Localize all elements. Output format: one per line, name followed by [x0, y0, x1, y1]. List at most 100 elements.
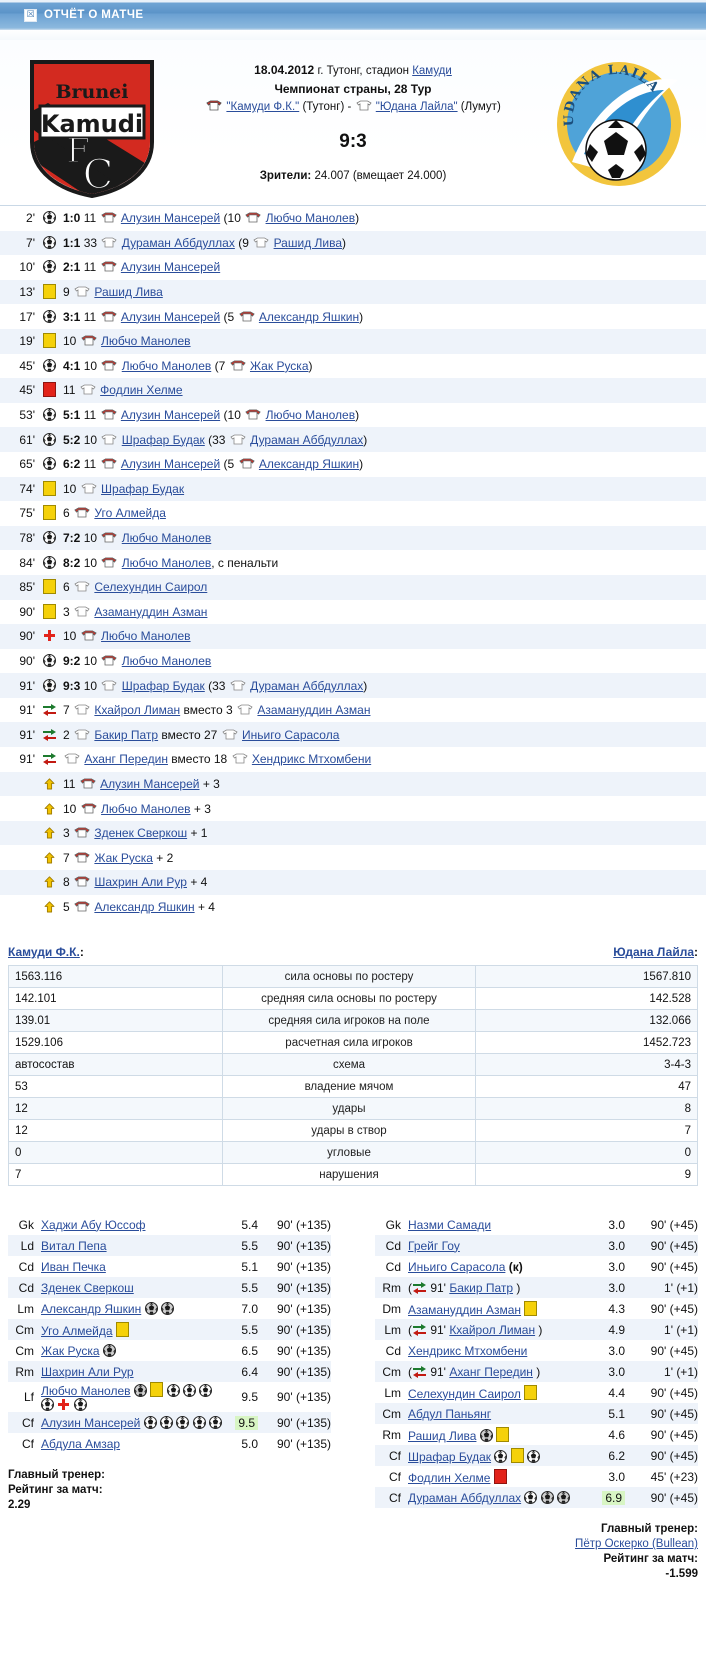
event-player-link[interactable]: Шрафар Будак — [101, 481, 185, 496]
player-link[interactable]: Алузин Мансерей — [41, 1415, 141, 1430]
goal-ball-icon — [143, 1415, 157, 1429]
player-link[interactable]: Зденек Сверкош — [41, 1280, 134, 1295]
stats-home-team-link[interactable]: Камуди Ф.К. — [8, 945, 80, 960]
event-player-link[interactable]: Любчо Манолев — [101, 629, 191, 644]
event-suffix: + 4 — [194, 899, 215, 914]
stats-home-value: 139.01 — [8, 1009, 223, 1033]
player-link[interactable]: Грейг Гоу — [408, 1238, 460, 1253]
event-player-link[interactable]: Любчо Манолев — [121, 531, 212, 546]
away-coach-block: Главный тренер: Пётр Оскерко (Bullean) Р… — [375, 1522, 698, 1582]
event-player-link[interactable]: Алузин Мансерей — [120, 260, 221, 275]
event-player-link[interactable]: Любчо Манолев — [121, 555, 212, 570]
event-player-link[interactable]: Уго Алмейда — [94, 506, 166, 521]
stats-away-team-link[interactable]: Юдана Лайла — [613, 945, 694, 960]
event-description: 2 Бакир Патр вместо 27 Иньиго Сарасола — [63, 728, 706, 742]
home-team-link[interactable]: "Камуди Ф.К." — [226, 101, 300, 113]
event-player-link[interactable]: Любчо Манолев — [101, 801, 191, 816]
event-description: 7 Жак Руска + 2 — [63, 851, 706, 865]
lineup-row: Lf Любчо Манолев 9.5 90' (+135) — [8, 1382, 331, 1413]
bonus-arrow-icon — [44, 876, 55, 888]
event-player-link[interactable]: Дураман Аббдуллах — [121, 235, 235, 250]
player-link[interactable]: Любчо Манолев — [41, 1384, 131, 1399]
player-link[interactable]: Фодлин Хелме — [408, 1470, 491, 1485]
away-kit-icon — [253, 237, 269, 248]
lineup-row: Cm Жак Руска 6.5 90' (+135) — [8, 1340, 331, 1362]
away-kit-icon — [64, 753, 80, 764]
event-player-link[interactable]: Любчо Манолев — [101, 334, 191, 349]
event-player-link[interactable]: Шахрин Али Рур — [94, 875, 187, 890]
player-link[interactable]: Аханг Передин — [449, 1364, 533, 1379]
event-player-link[interactable]: Рашид Лива — [94, 285, 163, 300]
event-assist-link[interactable]: Дураман Аббдуллах — [250, 432, 364, 447]
colon-home: : — [79, 945, 84, 960]
event-player-link[interactable]: Алузин Мансерей — [120, 457, 221, 472]
event-assist-link[interactable]: Александр Яшкин — [258, 457, 360, 472]
event-description: 6:2 11 Алузин Мансерей (5 Александр Яшки… — [63, 457, 706, 471]
player-link[interactable]: Дураман Аббдуллах — [408, 1490, 522, 1505]
player-link[interactable]: Шахрин Али Рур — [41, 1364, 134, 1379]
event-player-link[interactable]: Бакир Патр — [94, 727, 159, 742]
event-out-player-link[interactable]: Азамануддин Азман — [257, 703, 371, 718]
player-link[interactable]: Иньиго Сарасола — [408, 1259, 506, 1274]
paren: ( — [204, 432, 213, 447]
player-link[interactable]: Жак Руска — [41, 1343, 100, 1358]
event-player-link[interactable]: Кхайрол Лиман — [94, 703, 181, 718]
player-link[interactable]: Селехундин Саирол — [408, 1386, 521, 1401]
player-link[interactable]: Абдул Паньянг — [408, 1406, 492, 1421]
event-player-link[interactable]: Шрафар Будак — [121, 678, 205, 693]
event-out-player-link[interactable]: Хендрикс Мтхомбени — [251, 752, 372, 767]
event-row: 75' 6 Уго Алмейда — [0, 501, 706, 526]
player-minutes: 90' (+135) — [277, 1415, 331, 1430]
event-player-link[interactable]: Фодлин Хелме — [100, 383, 183, 398]
away-coach-name[interactable]: Пётр Оскерко (Bullean) — [575, 1538, 698, 1551]
goal-ball-icon — [42, 358, 56, 372]
event-player-link[interactable]: Селехундин Саирол — [94, 580, 208, 595]
event-player-link[interactable]: Алузин Мансерей — [120, 211, 221, 226]
event-assist-link[interactable]: Рашид Лива — [273, 235, 343, 250]
player-link[interactable]: Назми Самади — [408, 1217, 492, 1232]
player-rating: 5.4 — [241, 1217, 258, 1232]
event-assist-link[interactable]: Дураман Аббдуллах — [250, 678, 364, 693]
event-player-link[interactable]: Жак Руска — [94, 850, 153, 865]
away-kit-icon — [231, 753, 248, 764]
player-link[interactable]: Кхайрол Лиман — [449, 1322, 536, 1337]
player-rating: 4.9 — [608, 1322, 625, 1337]
event-player-link[interactable]: Алузин Мансерей — [120, 309, 221, 324]
event-assist-link[interactable]: Любчо Манолев — [265, 408, 356, 423]
player-link[interactable]: Абдула Амзар — [41, 1436, 121, 1451]
player-link[interactable]: Уго Алмейда — [41, 1323, 113, 1338]
event-player-link[interactable]: Азамануддин Азман — [94, 604, 208, 619]
event-player-link[interactable]: Аханг Передин — [84, 752, 168, 767]
event-out-player-link[interactable]: Иньиго Сарасола — [242, 727, 340, 742]
event-replaces-text: вместо — [158, 727, 204, 742]
event-assist-link[interactable]: Александр Яшкин — [258, 309, 360, 324]
player-link[interactable]: Шрафар Будак — [408, 1449, 492, 1464]
player-link[interactable]: Рашид Лива — [408, 1428, 477, 1443]
stadium-link[interactable]: Камуди — [412, 65, 452, 77]
event-out-player-number: 27 — [203, 727, 218, 742]
event-description: 10 Любчо Манолев — [63, 629, 706, 643]
player-link[interactable]: Витал Пепа — [41, 1238, 107, 1253]
player-link[interactable]: Иван Печка — [41, 1259, 106, 1274]
event-minute: 74' — [19, 481, 35, 496]
player-link[interactable]: Александр Яшкин — [41, 1301, 142, 1316]
player-link[interactable]: Азамануддин Азман — [408, 1302, 522, 1317]
player-link[interactable]: Хендрикс Мтхомбени — [408, 1343, 528, 1358]
event-player-link[interactable]: Александр Яшкин — [94, 899, 195, 914]
event-player-link[interactable]: Зденек Сверкош — [94, 826, 188, 841]
event-player-link[interactable]: Шрафар Будак — [121, 432, 205, 447]
event-player-link[interactable]: Алузин Мансерей — [100, 776, 200, 791]
event-row: 53' 5:1 11 Алузин Мансерей (10 Любчо Мано… — [0, 402, 706, 428]
event-player-link[interactable]: Любчо Манолев — [121, 358, 212, 373]
red-card-icon — [493, 1468, 507, 1484]
away-team-link[interactable]: "Юдана Лайла" — [375, 101, 458, 113]
event-assist-link[interactable]: Любчо Манолев — [265, 211, 356, 226]
player-link[interactable]: Бакир Патр — [449, 1280, 514, 1295]
event-assist-link[interactable]: Жак Руска — [249, 358, 309, 373]
event-player-number: 11 — [83, 408, 97, 423]
event-player-link[interactable]: Алузин Мансерей — [120, 408, 221, 423]
goal-ball-icon — [494, 1449, 508, 1463]
player-link[interactable]: Хаджи Абу Юссоф — [41, 1217, 146, 1232]
event-player-link[interactable]: Любчо Манолев — [121, 653, 212, 668]
sp — [96, 408, 99, 422]
